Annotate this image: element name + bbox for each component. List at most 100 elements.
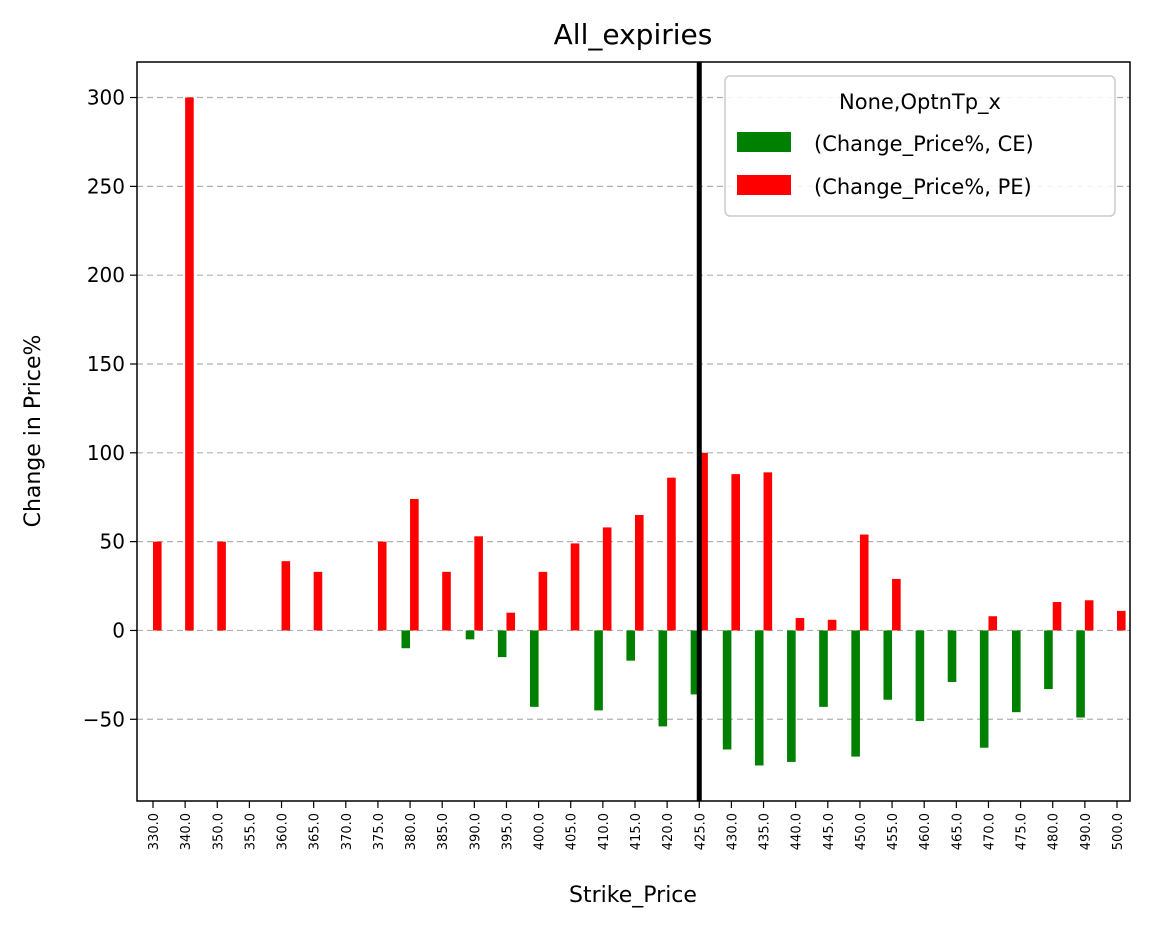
legend-label-pe: (Change_Price%, PE)	[814, 175, 1032, 200]
bar-pe	[827, 619, 837, 631]
bar-ce	[722, 630, 732, 750]
bar-pe	[217, 541, 226, 631]
bar-pe	[377, 541, 387, 631]
bar-pe	[410, 499, 419, 631]
bar-pe	[185, 97, 194, 631]
y-tick-label: 0	[112, 618, 125, 642]
bar-ce	[819, 630, 828, 707]
bar-pe	[1052, 602, 1062, 631]
x-tick-label: 425.0	[693, 813, 708, 850]
x-tick-label: 465.0	[950, 813, 965, 850]
x-tick-label: 450.0	[854, 813, 869, 850]
bar-ce	[690, 630, 700, 695]
x-tick-label: 395.0	[500, 813, 515, 850]
bar-pe	[859, 534, 869, 631]
y-axis-label: Change in Price%	[21, 335, 46, 528]
legend: None,OptnTp_x (Change_Price%, CE) (Chang…	[724, 75, 1116, 217]
x-tick-label: 390.0	[468, 813, 483, 850]
y-tick-label: −50	[83, 707, 125, 731]
bar-pe	[474, 536, 483, 631]
plot-frame	[136, 61, 1131, 802]
bar-pe	[313, 571, 323, 631]
x-tick-label: 380.0	[404, 813, 419, 850]
bar-pe	[763, 472, 773, 631]
x-tick-label: 440.0	[790, 813, 805, 850]
x-tick-label: 460.0	[918, 813, 933, 850]
bar-pe	[153, 541, 162, 631]
bar-ce	[465, 630, 475, 640]
bar-pe	[731, 474, 740, 631]
x-tick-label: 435.0	[758, 813, 773, 850]
x-tick-label: 375.0	[372, 813, 387, 850]
y-tick-label: 250	[87, 174, 125, 198]
grid-layer	[137, 96, 1130, 720]
x-tick-label: 475.0	[1015, 813, 1030, 850]
bar-ce	[787, 630, 796, 762]
x-tick-label: 385.0	[436, 813, 451, 850]
x-tick-label: 415.0	[629, 813, 644, 850]
bar-pe	[988, 616, 998, 631]
legend-box	[724, 75, 1116, 217]
bar-pe	[1084, 600, 1094, 631]
x-tick-label: 490.0	[1079, 813, 1094, 850]
x-tick-label: 360.0	[276, 813, 291, 850]
x-tick-label: 445.0	[822, 813, 837, 850]
legend-swatch-pe	[737, 175, 791, 195]
x-tick-label: 420.0	[661, 813, 676, 850]
bar-pe	[667, 477, 676, 631]
legend-title: None,OptnTp_x	[839, 90, 1001, 115]
bar-pe	[442, 571, 451, 631]
x-tick-label: 500.0	[1111, 813, 1126, 850]
bar-pe	[570, 543, 580, 631]
bar-pe	[602, 527, 612, 631]
x-tick-label: 430.0	[725, 813, 740, 850]
legend-swatch-ce	[737, 132, 791, 152]
x-tick-label: 405.0	[565, 813, 580, 850]
bar-pe	[699, 452, 708, 631]
bar-ce	[915, 630, 925, 722]
bar-ce	[401, 630, 411, 649]
x-tick-label: 470.0	[982, 813, 997, 850]
bar-pe	[538, 571, 548, 631]
bar-ce	[626, 630, 635, 661]
y-tick-label: 150	[87, 352, 125, 376]
bar-ce	[1044, 630, 1053, 690]
bar-pe	[1117, 610, 1126, 631]
bar-ce	[1012, 630, 1021, 713]
x-tick-label: 340.0	[179, 813, 194, 850]
y-tick-label: 200	[87, 263, 125, 287]
bar-ce	[754, 630, 764, 766]
x-tick-label: 355.0	[243, 813, 258, 850]
bar-ce	[979, 630, 989, 748]
x-tick-label: 455.0	[886, 813, 901, 850]
x-tick-label: 350.0	[211, 813, 226, 850]
bar-ce	[594, 630, 603, 711]
bar-ce	[883, 630, 893, 700]
y-tick-label: 100	[87, 441, 125, 465]
x-axis-label: Strike_Price	[569, 883, 697, 908]
x-tick-label: 365.0	[308, 813, 323, 850]
bar-pe	[892, 578, 901, 631]
bar-ce	[1076, 630, 1085, 718]
x-tick-label: 370.0	[340, 813, 355, 850]
bars-layer	[153, 97, 1126, 766]
bar-pe	[506, 612, 516, 631]
chart-title: All_expiries	[554, 18, 713, 51]
bar-pe	[795, 618, 805, 631]
legend-label-ce: (Change_Price%, CE)	[814, 132, 1034, 157]
x-tick-label: 400.0	[533, 813, 548, 850]
x-tick-label: 330.0	[147, 813, 162, 850]
bar-ce	[851, 630, 860, 757]
y-tick-label: 50	[100, 530, 125, 554]
x-tick-label: 480.0	[1047, 813, 1062, 850]
bar-pe	[635, 514, 644, 631]
x-axis: 330.0 340.0 350.0 355.0 360.0 365.0 370.0 375.0…	[147, 801, 1126, 850]
bar-ce	[658, 630, 668, 727]
bar-pe	[281, 561, 291, 631]
bar-ce	[947, 630, 957, 682]
y-axis: −50 0 50 100 150 200 250 300	[83, 86, 137, 731]
bar-ce	[530, 630, 539, 707]
y-tick-label: 300	[87, 86, 125, 110]
bar-ce	[497, 630, 507, 658]
